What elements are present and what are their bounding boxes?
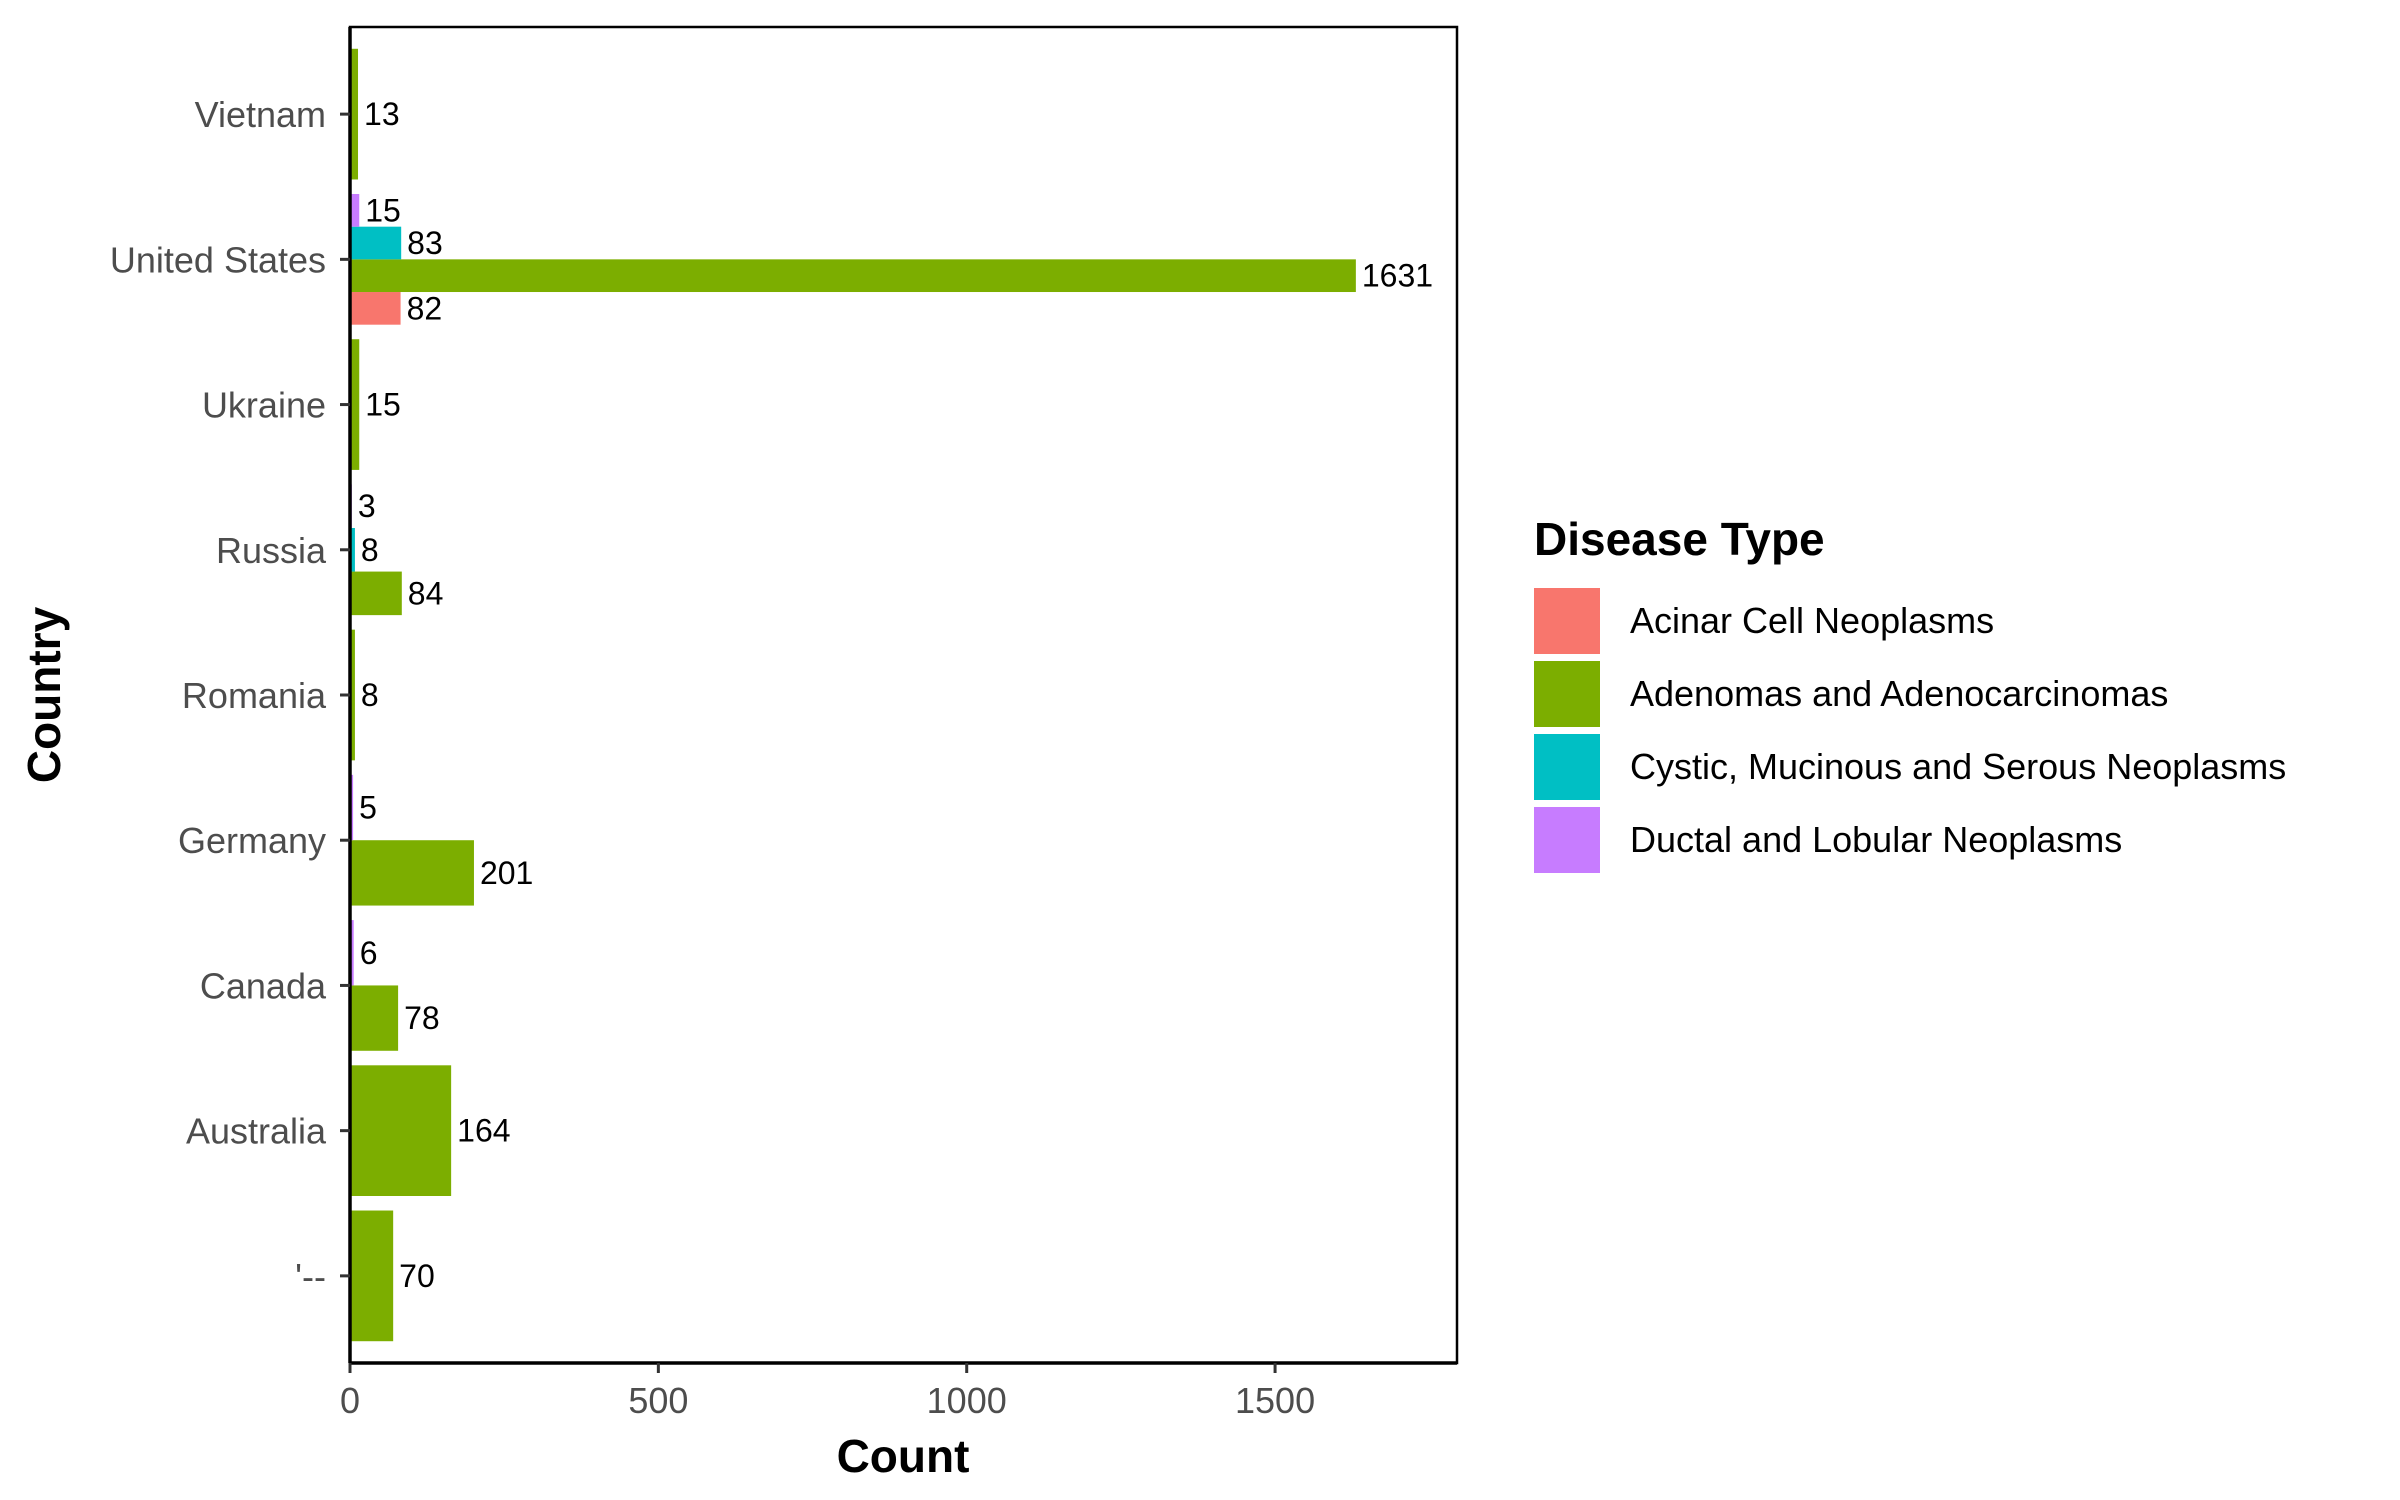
data-label-united-states-series-3: 15 bbox=[365, 192, 401, 228]
y-tick-label: Canada bbox=[200, 965, 327, 1006]
x-tick-label: 1500 bbox=[1235, 1380, 1315, 1421]
bar-russia-series-2 bbox=[350, 528, 355, 572]
legend: Disease Type Acinar Cell Neoplasms Adenom… bbox=[1534, 513, 2286, 873]
y-tick-label: Vietnam bbox=[195, 94, 326, 135]
bar-vietnam-series-1 bbox=[350, 48, 359, 180]
ticks-layer: '-- Australia Canada Germany Romania Russia Uk… bbox=[110, 94, 1315, 1421]
bars-layer bbox=[350, 48, 1356, 1342]
y-tick-label: United States bbox=[110, 239, 326, 280]
x-tick-label: 1000 bbox=[927, 1380, 1007, 1421]
data-label-australia-series-1: 164 bbox=[457, 1113, 510, 1149]
legend-label-2: Cystic, Mucinous and Serous Neoplasms bbox=[1630, 746, 2286, 787]
legend-title: Disease Type bbox=[1534, 513, 1825, 565]
data-label-russia-series-1: 84 bbox=[408, 575, 444, 611]
legend-swatch-3 bbox=[1534, 807, 1600, 873]
bar-missing-series-1 bbox=[350, 1210, 394, 1342]
data-label-vietnam-series-1: 13 bbox=[364, 96, 400, 132]
data-label-united-states-series-0: 82 bbox=[407, 290, 443, 326]
y-axis-title: Country bbox=[18, 606, 70, 783]
legend-swatch-0 bbox=[1534, 588, 1600, 654]
data-label-germany-series-3: 5 bbox=[359, 790, 377, 826]
data-label-romania-series-1: 8 bbox=[361, 677, 379, 713]
bar-united-states-series-1 bbox=[350, 259, 1356, 293]
data-label-germany-series-1: 201 bbox=[480, 855, 533, 891]
y-tick-label: Australia bbox=[186, 1111, 327, 1152]
bar-romania-series-1 bbox=[350, 629, 355, 761]
legend-items: Acinar Cell Neoplasms Adenomas and Adenoc… bbox=[1534, 588, 2286, 873]
bar-canada-series-1 bbox=[350, 985, 399, 1051]
bar-canada-series-3 bbox=[350, 920, 354, 986]
y-tick-label: '-- bbox=[295, 1256, 326, 1297]
x-tick-label: 500 bbox=[628, 1380, 688, 1421]
data-label-united-states-series-2: 83 bbox=[407, 225, 443, 261]
bar-united-states-series-0 bbox=[350, 292, 401, 325]
legend-swatch-1 bbox=[1534, 661, 1600, 727]
bar-australia-series-1 bbox=[350, 1065, 452, 1196]
y-tick-label: Russia bbox=[216, 530, 327, 571]
y-tick-label: Romania bbox=[182, 675, 327, 716]
data-label-ukraine-series-1: 15 bbox=[365, 387, 401, 423]
data-label-missing-series-1: 70 bbox=[399, 1258, 435, 1294]
legend-label-3: Ductal and Lobular Neoplasms bbox=[1630, 819, 2122, 860]
data-label-canada-series-1: 78 bbox=[404, 1000, 440, 1036]
bar-united-states-series-3 bbox=[350, 194, 360, 227]
bar-ukraine-series-1 bbox=[350, 339, 360, 470]
x-axis-title: Count bbox=[837, 1430, 970, 1482]
legend-label-0: Acinar Cell Neoplasms bbox=[1630, 600, 1994, 641]
data-label-russia-series-3: 3 bbox=[358, 488, 376, 524]
x-tick-label: 0 bbox=[340, 1380, 360, 1421]
y-tick-label: Germany bbox=[178, 820, 326, 861]
legend-swatch-2 bbox=[1534, 734, 1600, 800]
bar-russia-series-1 bbox=[350, 571, 402, 616]
y-tick-label: Ukraine bbox=[202, 385, 326, 426]
bar-united-states-series-2 bbox=[350, 226, 402, 260]
data-label-canada-series-3: 6 bbox=[360, 935, 378, 971]
legend-label-1: Adenomas and Adenocarcinomas bbox=[1630, 673, 2168, 714]
data-label-united-states-series-1: 1631 bbox=[1362, 258, 1433, 294]
bar-germany-series-1 bbox=[350, 840, 474, 906]
data-label-russia-series-2: 8 bbox=[361, 532, 379, 568]
